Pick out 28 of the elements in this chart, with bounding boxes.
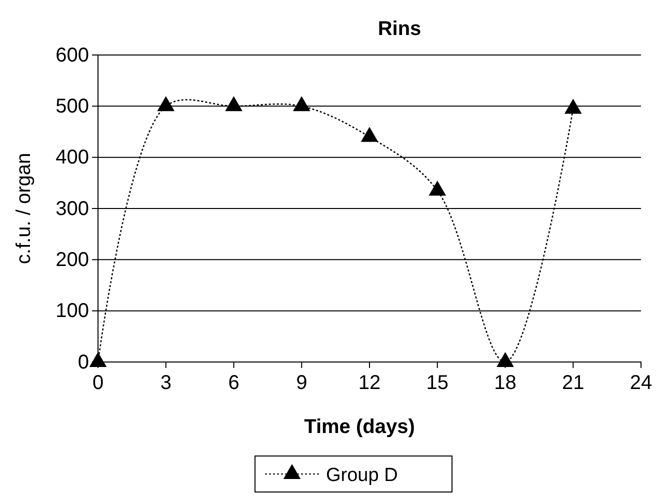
y-tick-label: 100 — [56, 300, 89, 322]
point — [292, 96, 310, 112]
x-tick-label: 12 — [358, 372, 381, 394]
x-axis-title: Time (days) — [304, 416, 415, 438]
legend-label: Group D — [326, 465, 398, 486]
point — [496, 352, 514, 367]
y-tick-label: 500 — [56, 96, 89, 118]
point — [564, 98, 582, 114]
x-tick-label: 9 — [296, 372, 308, 394]
chart-title: Rins — [378, 18, 422, 40]
y-axis-title: c.f.u. / organ — [13, 152, 35, 264]
x-tick-label: 0 — [92, 372, 104, 394]
y-tick-label: 600 — [56, 44, 89, 66]
point — [157, 96, 175, 112]
y-tick-label: 400 — [56, 146, 89, 169]
point — [428, 180, 446, 196]
point — [89, 352, 107, 367]
y-tick-label: 200 — [56, 249, 89, 272]
x-tick-label: 6 — [228, 372, 240, 394]
y-tick-label: 300 — [56, 198, 89, 220]
x-tick-label: 15 — [426, 372, 448, 394]
x-tick-label: 18 — [494, 372, 516, 394]
point — [225, 96, 242, 112]
x-tick-label: 21 — [562, 372, 584, 394]
x-tick-label: 24 — [630, 372, 652, 394]
point — [360, 126, 378, 142]
y-tick-label: 0 — [78, 351, 89, 374]
x-tick-label: 3 — [160, 372, 172, 394]
